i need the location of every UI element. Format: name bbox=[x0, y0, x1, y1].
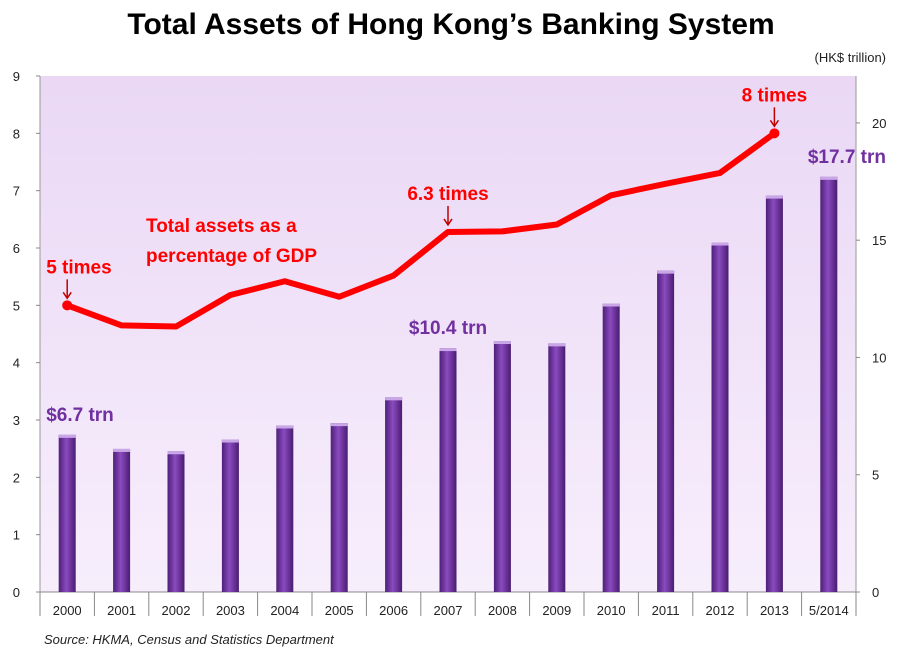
left-tick-label: 1 bbox=[13, 528, 20, 543]
times-annotation: 5 times bbox=[46, 257, 111, 278]
right-tick-label: 5 bbox=[872, 468, 879, 483]
x-tick-label: 2001 bbox=[107, 603, 136, 618]
x-tick-label: 2008 bbox=[488, 603, 517, 618]
bar-series bbox=[58, 176, 838, 593]
bar-cap bbox=[276, 425, 294, 429]
bar bbox=[113, 448, 131, 592]
bar-cap bbox=[711, 242, 729, 246]
right-tick-label: 20 bbox=[872, 116, 886, 131]
bar-cap bbox=[330, 423, 348, 427]
left-tick-label: 5 bbox=[13, 298, 20, 313]
right-axis-ticks: 0 5 10 15 20 bbox=[856, 116, 886, 600]
bar-cap bbox=[548, 343, 566, 347]
x-tick-label: 2007 bbox=[434, 603, 463, 618]
bar-cap bbox=[167, 451, 185, 455]
left-axis-ticks: 0 1 2 3 4 5 6 7 8 9 bbox=[13, 69, 40, 600]
left-tick-label: 7 bbox=[13, 184, 20, 199]
bar bbox=[493, 341, 511, 592]
source-note: Source: HKMA, Census and Statistics Depa… bbox=[44, 632, 335, 647]
bar bbox=[711, 242, 729, 592]
line-start-point bbox=[62, 300, 73, 311]
x-tick-label: 2009 bbox=[542, 603, 571, 618]
left-tick-label: 3 bbox=[13, 413, 20, 428]
bar-cap bbox=[439, 348, 457, 352]
left-tick-label: 0 bbox=[13, 585, 20, 600]
chart-title: Total Assets of Hong Kong’s Banking Syst… bbox=[127, 8, 774, 41]
right-tick-label: 15 bbox=[872, 233, 886, 248]
left-tick-label: 9 bbox=[13, 69, 20, 84]
left-tick-label: 6 bbox=[13, 241, 20, 256]
bar-cap bbox=[493, 341, 511, 345]
right-tick-label: 0 bbox=[872, 585, 879, 600]
x-tick-label: 2003 bbox=[216, 603, 245, 618]
bar-value-annotation: $10.4 trn bbox=[409, 318, 487, 339]
times-annotation: 8 times bbox=[742, 85, 807, 106]
gdp-ratio-line bbox=[66, 130, 777, 330]
bar-cap bbox=[820, 176, 838, 180]
line-series-label: Total assets as a bbox=[146, 216, 297, 237]
x-tick-label: 2013 bbox=[760, 603, 789, 618]
line-series-label: percentage of GDP bbox=[146, 246, 317, 267]
x-tick-label: 2011 bbox=[652, 603, 680, 618]
bar-value-annotation: $6.7 trn bbox=[46, 405, 114, 426]
left-tick-label: 2 bbox=[13, 470, 20, 485]
annotations: Total assets as a percentage of GDP 5 time… bbox=[46, 85, 886, 426]
x-tick-label: 2000 bbox=[53, 603, 82, 618]
line-end-point bbox=[769, 128, 780, 139]
x-tick-label: 5/2014 bbox=[809, 603, 849, 618]
bar bbox=[276, 425, 294, 592]
bar bbox=[657, 270, 675, 592]
x-tick-label: 2004 bbox=[270, 603, 299, 618]
bar-cap bbox=[221, 439, 239, 443]
x-tick-label: 2010 bbox=[597, 603, 626, 618]
annotation-arrowhead bbox=[769, 119, 780, 128]
bar bbox=[221, 439, 239, 592]
bar bbox=[167, 451, 185, 592]
bar bbox=[765, 195, 783, 593]
x-tick-label: 2006 bbox=[379, 603, 408, 618]
bar-cap bbox=[113, 448, 131, 452]
bar-value-annotation: $17.7 trn bbox=[808, 147, 886, 168]
left-tick-label: 8 bbox=[13, 126, 20, 141]
bar bbox=[439, 348, 457, 592]
bar-cap bbox=[657, 270, 675, 274]
x-axis-labels: 2000 2001 2002 2003 2004 2005 2006 2007 2008 2009… bbox=[39, 592, 857, 618]
x-tick-label: 2005 bbox=[325, 603, 354, 618]
bar-cap bbox=[58, 434, 76, 438]
annotation-arrowhead bbox=[62, 291, 72, 300]
unit-label: (HK$ trillion) bbox=[814, 50, 886, 65]
bar bbox=[548, 343, 566, 592]
bar bbox=[385, 397, 403, 592]
bar-cap bbox=[385, 397, 403, 401]
line-series bbox=[62, 128, 780, 330]
bar-cap bbox=[765, 195, 783, 199]
left-tick-label: 4 bbox=[13, 356, 20, 371]
times-annotation: 6.3 times bbox=[407, 184, 488, 205]
bar bbox=[602, 303, 620, 592]
x-tick-label: 2012 bbox=[706, 603, 735, 618]
bar-cap bbox=[602, 303, 620, 307]
bar bbox=[58, 434, 76, 592]
annotation-arrowhead bbox=[443, 218, 453, 227]
right-tick-label: 10 bbox=[872, 350, 886, 365]
bar bbox=[820, 176, 838, 592]
x-tick-label: 2002 bbox=[162, 603, 191, 618]
bar bbox=[330, 423, 348, 592]
